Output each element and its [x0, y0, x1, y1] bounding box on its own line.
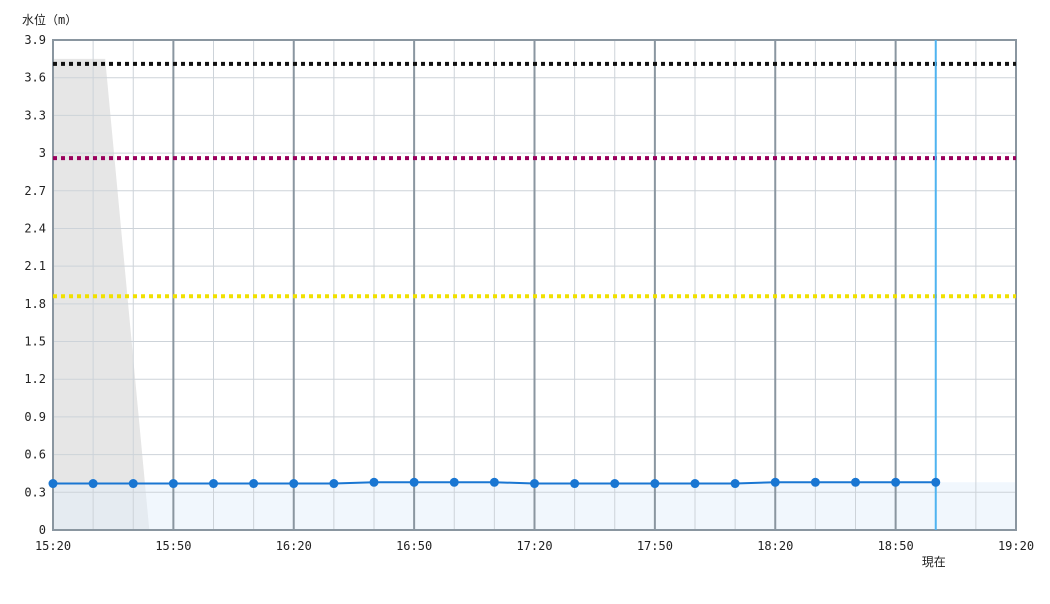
- data-point: [409, 477, 419, 487]
- data-point: [570, 479, 580, 489]
- x-tick-label: 15:20: [35, 539, 71, 553]
- y-tick-label: 3: [39, 146, 46, 160]
- data-point: [48, 479, 58, 489]
- data-point: [891, 477, 901, 487]
- data-point: [530, 479, 539, 489]
- data-point: [249, 479, 259, 489]
- x-tick-label: 15:50: [155, 539, 191, 553]
- data-point: [610, 479, 620, 489]
- plot-frame: [52, 39, 1017, 531]
- data-point: [449, 477, 459, 487]
- y-tick-label: 0: [39, 523, 46, 537]
- y-tick-label: 2.4: [24, 221, 46, 235]
- x-tick-label: 16:50: [396, 539, 432, 553]
- x-tick-label: 16:20: [276, 539, 312, 553]
- y-tick-label: 2.1: [24, 259, 46, 273]
- y-tick-label: 3.9: [24, 33, 46, 47]
- y-tick-label: 3.6: [24, 71, 46, 85]
- x-tick-label: 19:20: [998, 539, 1034, 553]
- data-point: [931, 477, 941, 487]
- data-point: [329, 479, 339, 489]
- y-tick-label: 1.8: [24, 297, 46, 311]
- y-tick-label: 3.3: [24, 108, 46, 122]
- data-point: [489, 477, 499, 487]
- y-tick-label: 1.2: [24, 372, 46, 386]
- data-point: [730, 479, 740, 489]
- y-tick-label: 2.7: [24, 184, 46, 198]
- data-point: [650, 479, 660, 489]
- y-axis-label: 水位（m）: [22, 12, 77, 27]
- x-tick-label: 18:20: [757, 539, 793, 553]
- y-tick-label: 0.6: [24, 448, 46, 462]
- y-tick-label: 0.3: [24, 485, 46, 499]
- now-label: 現在: [922, 555, 946, 569]
- data-point: [770, 477, 780, 487]
- data-point: [851, 477, 860, 487]
- x-tick-label: 18:50: [878, 539, 914, 553]
- data-point: [369, 477, 379, 487]
- data-point: [128, 479, 138, 489]
- data-point: [289, 479, 299, 489]
- data-point: [209, 479, 218, 489]
- data-point: [690, 479, 700, 489]
- data-point: [810, 477, 820, 487]
- y-tick-label: 0.9: [24, 410, 46, 424]
- y-tick-label: 1.5: [24, 335, 46, 349]
- x-tick-label: 17:20: [516, 539, 552, 553]
- data-point: [168, 479, 178, 489]
- data-point: [88, 479, 98, 489]
- x-tick-label: 17:50: [637, 539, 673, 553]
